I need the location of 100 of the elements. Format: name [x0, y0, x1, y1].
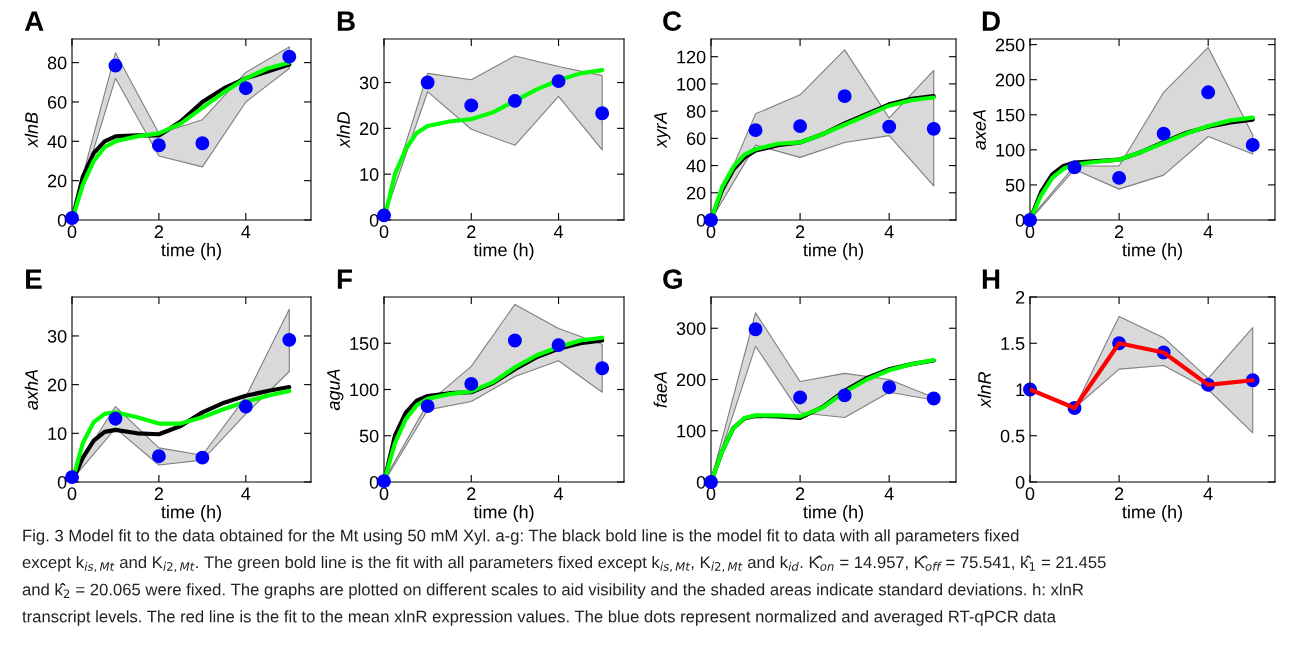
y-tick-label: 50 [1005, 178, 1025, 192]
point [748, 123, 763, 138]
y-tick-label: 0 [369, 475, 379, 489]
chart-title: G [663, 269, 682, 289]
y-tick-label: 60 [47, 95, 67, 109]
point [507, 93, 522, 108]
y-tick-label: 30 [359, 76, 379, 90]
point [420, 75, 435, 90]
point [882, 119, 897, 134]
y-axis-title: faeA [653, 371, 667, 408]
point [282, 332, 297, 347]
x-tick-label: 2 [467, 487, 476, 500]
chart-title: B [337, 11, 355, 31]
point [1156, 126, 1171, 141]
y-tick-label: 0.5 [1000, 429, 1025, 443]
y-tick-label: 20 [47, 174, 67, 188]
point [151, 138, 166, 153]
x-tick-label: 4 [884, 487, 894, 500]
y-tick-label: 0 [1015, 475, 1025, 489]
point [1112, 170, 1127, 185]
caption: Fig. 3 Model fit to the data obtained for the Mt using 50 mM Xyl. a-g: The black bold line is the model fit to data with all parameters fixed [23, 529, 1019, 545]
x-tick-label: 0 [67, 225, 77, 239]
point [882, 380, 897, 395]
point [926, 121, 941, 136]
y-tick-label: 2 [1016, 290, 1025, 304]
y-tick-label: 120 [677, 50, 706, 64]
point [195, 136, 210, 151]
x-axis-title: time (h) [1122, 505, 1182, 522]
text: and k̂̂$_{2}$ = 20.065 were fixed. The graphs are plotted on different scales to aid visibility and the shaded areas indicate standard deviations. h: xlnR [22, 583, 1084, 599]
x-tick-label: 2 [795, 225, 805, 238]
point [837, 388, 852, 403]
x-axis-title: time (h) [803, 505, 863, 522]
y-tick-label: 100 [996, 143, 1025, 157]
y-tick-label: 200 [995, 73, 1025, 87]
y-tick-label: 80 [686, 105, 706, 118]
point [464, 377, 479, 391]
point [151, 449, 166, 464]
point [238, 81, 253, 96]
y-tick-label: 200 [676, 373, 706, 387]
y-tick-label: 100 [677, 424, 706, 438]
y-tick-label: 0 [696, 213, 706, 227]
x-tick-label: 4 [241, 487, 251, 500]
x-tick-label: 0 [1025, 487, 1035, 501]
y-tick-label: 150 [996, 108, 1025, 122]
chart-title: F [337, 269, 352, 289]
y-axis-title: xlnR [977, 372, 991, 409]
x-tick-label: 2 [795, 487, 805, 500]
x-tick-label: 4 [884, 225, 894, 238]
y-tick-label: 40 [47, 135, 67, 149]
point [793, 390, 808, 405]
point [108, 411, 123, 426]
y-tick-label: 20 [686, 186, 706, 200]
y-axis-title: aguA [327, 369, 344, 411]
text: except k$_{is,Mt}$ and K$_{i2,Mt}$. The green bold line is the fit with all parameters fixed except k$_{is,Mt}$, K$_{i2,Mt}$ and k$_{id}$. K̂̂$_{on}$ = 14.957, K̂̂$_{off}$ = 75.541, k̂̂$_{1}$ = 21.455 [22, 555, 1106, 573]
y-axis-title: xlnB [24, 112, 38, 148]
x-tick-label: 0 [379, 225, 389, 239]
chart-title: D [982, 11, 1000, 31]
chart-title: E [26, 269, 42, 289]
y-tick-label: 20 [47, 378, 67, 392]
y-tick-label: 10 [360, 168, 379, 181]
chart-title: A [24, 11, 44, 31]
x-tick-label: 4 [1203, 225, 1213, 238]
x-tick-label: 4 [553, 487, 564, 500]
x-axis-title: time (h) [161, 505, 221, 522]
y-tick-label: 10 [48, 427, 67, 441]
point [748, 322, 763, 337]
y-tick-label: 30 [47, 329, 67, 343]
point [282, 49, 297, 64]
chart-title: H [982, 269, 1000, 289]
point [507, 333, 522, 348]
y-axis-title: xlnD [336, 112, 350, 149]
point [595, 361, 610, 376]
x-tick-label: 2 [154, 225, 164, 238]
y-tick-label: 100 [677, 77, 706, 91]
y-tick-label: 100 [350, 383, 379, 397]
y-axis-title: xyrA [654, 112, 671, 149]
point [1201, 85, 1216, 100]
point [837, 89, 852, 104]
x-axis-title: time (h) [1122, 243, 1182, 260]
y-tick-label: 20 [359, 122, 379, 136]
chart-title: C [663, 11, 682, 31]
point [65, 470, 79, 485]
point [551, 338, 566, 353]
x-tick-label: 4 [1203, 487, 1213, 500]
x-axis-title: time (h) [161, 243, 221, 260]
point [551, 74, 566, 89]
y-axis-title: axhA [24, 369, 38, 410]
point [195, 450, 210, 465]
point [238, 399, 253, 414]
point [595, 106, 610, 121]
y-tick-label: 0 [369, 213, 379, 227]
point [793, 119, 808, 134]
x-tick-label: 4 [241, 225, 251, 238]
x-tick-label: 2 [154, 487, 164, 500]
y-tick-label: 60 [686, 132, 706, 146]
x-tick-label: 2 [1114, 487, 1124, 500]
x-axis-title: time (h) [473, 505, 534, 522]
text: transcript levels. The red line is the fit to the mean xlnR expression values. The blue dots represent normalized and averaged RT-qPCR data [22, 610, 1056, 626]
y-tick-label: 0 [57, 213, 67, 227]
x-tick-label: 0 [379, 487, 389, 501]
